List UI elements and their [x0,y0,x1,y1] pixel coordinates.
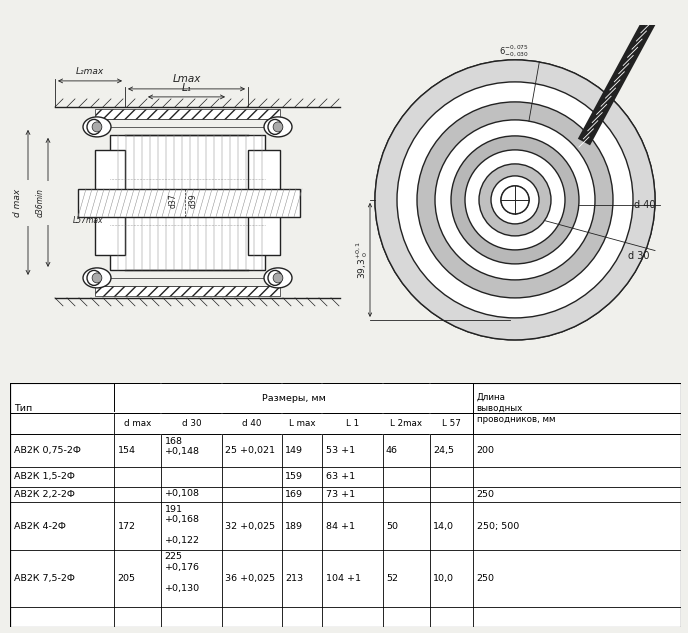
Text: 172: 172 [118,522,136,530]
Bar [78,189,300,217]
Text: d 40: d 40 [634,201,655,211]
Bar [114,383,473,413]
Text: АВ2К 1,5-2Ф: АВ2К 1,5-2Ф [14,472,74,481]
Text: АВ2К 7,5-2Ф: АВ2К 7,5-2Ф [14,574,74,583]
Text: d39: d39 [189,194,197,208]
Text: L 1: L 1 [346,419,359,429]
Circle shape [465,150,565,250]
Text: 205: 205 [118,574,136,583]
Text: d 40: d 40 [242,419,261,429]
Text: 213: 213 [286,574,303,583]
Text: 168
+0,148: 168 +0,148 [164,437,200,456]
Text: +0,108: +0,108 [164,489,200,498]
Text: 63 +1: 63 +1 [325,472,355,481]
Text: 24,5: 24,5 [433,446,454,455]
Ellipse shape [92,273,102,283]
Circle shape [417,102,613,298]
Ellipse shape [273,122,283,132]
Text: 10,0: 10,0 [433,574,454,583]
Text: 25 +0,021: 25 +0,021 [225,446,275,455]
Ellipse shape [92,122,102,132]
Circle shape [501,186,529,214]
Text: АВ2К 4-2Ф: АВ2К 4-2Ф [14,522,65,530]
Bar [95,109,280,119]
Ellipse shape [273,273,283,283]
Text: L₂max: L₂max [76,67,104,76]
Text: 149: 149 [286,446,303,455]
Text: 6$^{-0,075}_{-0,030}$: 6$^{-0,075}_{-0,030}$ [499,44,528,59]
Text: 169: 169 [286,490,303,499]
Text: d37: d37 [169,194,178,208]
Text: Тип: Тип [14,404,32,413]
Text: 250: 250 [477,574,495,583]
Bar [95,150,125,255]
Text: 14,0: 14,0 [433,522,454,530]
Text: 52: 52 [386,574,398,583]
Text: 46: 46 [386,446,398,455]
Text: d 30: d 30 [629,251,650,261]
Text: L₁: L₁ [182,83,191,93]
Circle shape [451,136,579,264]
Bar [95,286,280,296]
Text: L max: L max [289,419,315,429]
Text: d max: d max [14,189,23,217]
Text: 53 +1: 53 +1 [325,446,355,455]
Text: 32 +0,025: 32 +0,025 [225,522,275,530]
Text: L 57: L 57 [442,419,461,429]
Circle shape [375,60,655,340]
Circle shape [375,60,655,340]
Text: 104 +1: 104 +1 [325,574,361,583]
Circle shape [501,186,529,214]
Bar [110,135,265,270]
Text: 50: 50 [386,522,398,530]
Text: 191
+0,168

+0,122: 191 +0,168 +0,122 [164,505,200,545]
Text: d max: d max [124,419,151,429]
Text: 73 +1: 73 +1 [325,490,355,499]
Text: 39,3$^{+0,1}_{\ 0}$: 39,3$^{+0,1}_{\ 0}$ [354,241,370,279]
Text: 154: 154 [118,446,136,455]
Text: L 2max: L 2max [390,419,422,429]
Ellipse shape [83,117,111,137]
Text: 159: 159 [286,472,303,481]
Ellipse shape [83,268,111,288]
Text: 36 +0,025: 36 +0,025 [225,574,275,583]
Text: Размеры, мм: Размеры, мм [262,394,325,403]
Text: 189: 189 [286,522,303,530]
Text: 84 +1: 84 +1 [325,522,354,530]
Text: 225
+0,176

+0,130: 225 +0,176 +0,130 [164,553,200,592]
Text: 200: 200 [477,446,495,455]
Circle shape [435,120,595,280]
Text: d 30: d 30 [182,419,202,429]
Text: Длина
выводных
проводников, мм: Длина выводных проводников, мм [477,393,555,424]
Text: АВ2К 2,2-2Ф: АВ2К 2,2-2Ф [14,490,74,499]
Text: АВ2К 0,75-2Ф: АВ2К 0,75-2Ф [14,446,80,455]
Bar [248,150,280,255]
Ellipse shape [264,268,292,288]
Text: 250; 500: 250; 500 [477,522,519,530]
Circle shape [479,164,551,236]
Text: Lmax: Lmax [172,74,201,84]
Text: d36min: d36min [36,189,45,217]
Circle shape [491,176,539,224]
Ellipse shape [264,117,292,137]
Text: L57max: L57max [73,216,103,225]
Circle shape [397,82,633,318]
Text: 250: 250 [477,490,495,499]
